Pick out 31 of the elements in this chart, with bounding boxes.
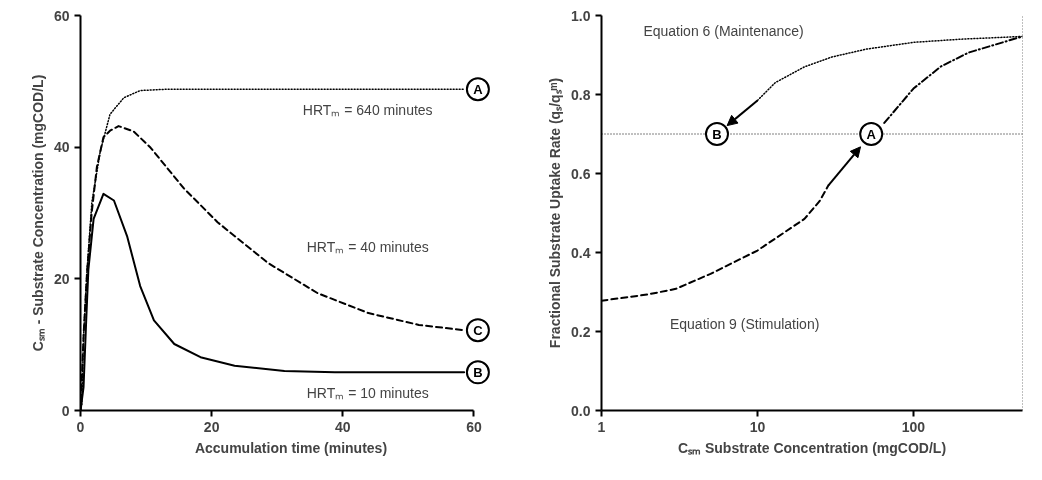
annotation: Equation 9 (Stimulation) xyxy=(669,315,820,332)
x-tick-label: 10 xyxy=(749,418,766,435)
x-tick-label: 20 xyxy=(203,418,220,435)
y-tick-label: 20 xyxy=(53,270,70,287)
y-tick-label: 0.0 xyxy=(571,402,591,419)
annotation: A xyxy=(866,126,877,142)
y-tick-label: 0.6 xyxy=(571,165,591,182)
y-tick-label: 0.8 xyxy=(571,86,591,103)
annotation: B xyxy=(712,126,722,142)
x-tick-label: 60 xyxy=(466,418,482,435)
y-tick-label: 0 xyxy=(61,402,70,419)
y-axis-title: Fractional Substrate Uptake Rate (qₛ/qₛᵐ) xyxy=(547,77,564,349)
annotation: HRTₘ = 40 minutes xyxy=(306,238,429,255)
annotation: HRTₘ = 640 minutes xyxy=(302,102,433,119)
y-tick-label: 60 xyxy=(53,7,70,24)
x-axis-title: Accumulation time (minutes) xyxy=(194,439,388,456)
annotation: Equation 6 (Maintenance) xyxy=(643,23,804,40)
x-tick-label: 100 xyxy=(901,418,926,435)
y-tick-label: 1.0 xyxy=(571,7,591,24)
series-label: A xyxy=(473,81,484,97)
x-tick-label: 40 xyxy=(335,418,351,435)
annotation: HRTₘ = 10 minutes xyxy=(306,384,429,401)
x-tick-label: 0 xyxy=(76,418,85,435)
y-tick-label: 0.2 xyxy=(571,323,591,340)
series-label: B xyxy=(473,364,483,380)
series-label: C xyxy=(473,322,484,338)
x-tick-label: 1 xyxy=(597,418,606,435)
y-tick-label: 0.4 xyxy=(571,244,591,261)
y-tick-label: 40 xyxy=(53,139,70,156)
y-axis-title: Cₛₘ - Substrate Concentration (mgCOD/L) xyxy=(29,74,46,352)
x-axis-title: Cₛₘ Substrate Concentration (mgCOD/L) xyxy=(677,439,947,456)
